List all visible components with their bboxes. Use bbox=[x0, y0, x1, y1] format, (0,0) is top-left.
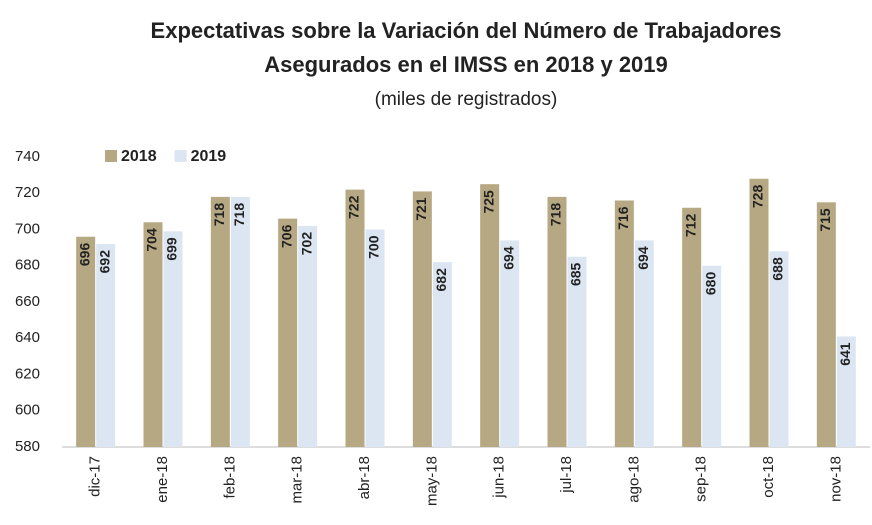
value-label: 718 bbox=[548, 203, 564, 227]
x-tick-label: feb-18 bbox=[221, 456, 238, 499]
chart-subtitle: (miles de registrados) bbox=[375, 89, 558, 110]
bar bbox=[480, 184, 500, 447]
bar bbox=[96, 244, 116, 447]
bar bbox=[702, 265, 722, 447]
x-tick-label: abr-18 bbox=[356, 456, 373, 499]
x-tick-label: ene-18 bbox=[154, 456, 171, 503]
value-label: 694 bbox=[635, 246, 651, 270]
y-tick-label: 680 bbox=[15, 257, 40, 274]
y-tick-label: 660 bbox=[15, 293, 40, 310]
legend-label: 2018 bbox=[121, 148, 157, 165]
x-tick-label: ago-18 bbox=[625, 456, 642, 503]
value-label: 706 bbox=[278, 224, 294, 248]
bar bbox=[143, 222, 163, 447]
value-label: 725 bbox=[480, 190, 496, 214]
value-label: 641 bbox=[837, 342, 853, 366]
x-tick-label: sep-18 bbox=[693, 456, 710, 502]
bar bbox=[298, 225, 318, 447]
value-label: 712 bbox=[682, 214, 698, 238]
value-label: 692 bbox=[96, 250, 112, 274]
value-label: 685 bbox=[568, 262, 584, 286]
x-tick-label: mar-18 bbox=[289, 456, 306, 504]
bar bbox=[500, 240, 520, 447]
legend-label: 2019 bbox=[191, 148, 227, 165]
bar bbox=[163, 231, 183, 447]
y-tick-label: 620 bbox=[15, 365, 40, 382]
bar bbox=[210, 196, 230, 447]
bar bbox=[634, 240, 654, 447]
bar bbox=[836, 336, 856, 447]
value-label: 688 bbox=[770, 257, 786, 281]
bar bbox=[432, 262, 452, 447]
bar bbox=[614, 200, 634, 447]
x-tick-label: nov-18 bbox=[827, 456, 844, 502]
value-label: 718 bbox=[211, 203, 227, 227]
value-label: 680 bbox=[702, 272, 718, 296]
x-tick-label: jul-18 bbox=[558, 456, 575, 494]
legend-swatch bbox=[174, 150, 187, 162]
y-tick-label: 720 bbox=[15, 184, 40, 201]
value-label: 702 bbox=[298, 232, 314, 256]
value-label: 728 bbox=[750, 185, 766, 209]
chart-title: Expectativas sobre la Variación del Núme… bbox=[151, 18, 782, 43]
bar bbox=[230, 196, 250, 447]
bar bbox=[278, 218, 298, 447]
y-tick-label: 740 bbox=[15, 148, 40, 165]
bar bbox=[816, 202, 836, 447]
chart-title: Asegurados en el IMSS en 2018 y 2019 bbox=[264, 52, 668, 77]
value-label: 694 bbox=[500, 246, 516, 270]
value-label: 721 bbox=[413, 197, 429, 221]
value-label: 718 bbox=[231, 203, 247, 227]
x-tick-label: oct-18 bbox=[760, 456, 777, 498]
value-label: 722 bbox=[346, 195, 362, 219]
bar bbox=[682, 207, 702, 447]
x-tick-label: may-18 bbox=[423, 456, 440, 506]
bar bbox=[76, 236, 96, 447]
value-label: 704 bbox=[144, 228, 160, 252]
x-tick-label: dic-17 bbox=[87, 456, 104, 497]
value-label: 699 bbox=[164, 237, 180, 261]
value-label: 716 bbox=[615, 206, 631, 230]
legend-swatch bbox=[105, 150, 117, 162]
y-tick-label: 700 bbox=[15, 220, 40, 237]
value-label: 682 bbox=[433, 268, 449, 292]
x-tick-label: jun-18 bbox=[491, 456, 508, 499]
bar bbox=[567, 256, 587, 447]
y-tick-label: 600 bbox=[15, 402, 40, 419]
y-tick-label: 580 bbox=[15, 438, 40, 455]
bar bbox=[749, 178, 769, 447]
value-label: 715 bbox=[817, 208, 833, 232]
value-label: 700 bbox=[366, 235, 382, 259]
y-tick-label: 640 bbox=[15, 329, 40, 346]
bar bbox=[412, 191, 432, 447]
value-label: 696 bbox=[76, 243, 92, 267]
bar bbox=[345, 189, 365, 447]
bar bbox=[365, 229, 385, 447]
bar bbox=[769, 251, 789, 447]
bar bbox=[547, 196, 567, 447]
